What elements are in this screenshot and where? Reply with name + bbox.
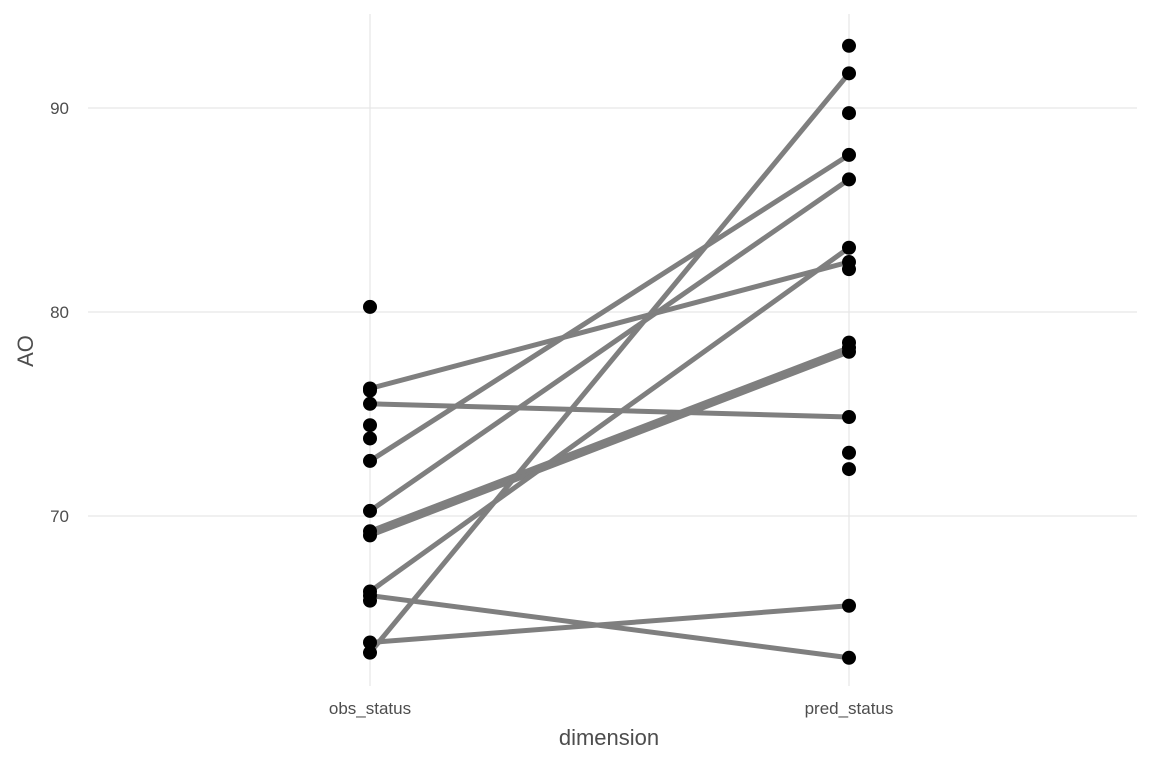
data-point	[363, 528, 377, 543]
data-point	[363, 635, 377, 650]
pair-line	[369, 259, 850, 391]
pair-line	[368, 245, 851, 594]
y-axis-title: AO	[13, 335, 38, 367]
grid-lines	[88, 14, 1137, 686]
data-point	[363, 453, 377, 468]
x-tick-label: obs_status	[329, 699, 411, 718]
y-tick-label: 80	[50, 303, 69, 322]
data-point	[842, 462, 856, 477]
data-point	[842, 240, 856, 255]
x-tick-label: pred_status	[805, 699, 894, 718]
x-axis-title: dimension	[559, 725, 659, 750]
data-point	[842, 410, 856, 425]
pair-lines	[368, 71, 851, 661]
pair-line	[369, 593, 850, 661]
data-point	[842, 598, 856, 613]
y-tick-label: 70	[50, 507, 69, 526]
tick-labels: 70 80 90 obs_status pred_status	[50, 99, 893, 718]
data-point	[363, 383, 377, 398]
data-point	[842, 172, 856, 187]
data-point	[363, 593, 377, 608]
pair-line	[369, 345, 850, 534]
data-point	[842, 344, 856, 359]
data-point	[363, 431, 377, 446]
data-point	[842, 147, 856, 162]
data-point	[842, 650, 856, 665]
data-point	[363, 503, 377, 518]
data-point	[842, 262, 856, 277]
data-points	[363, 38, 856, 665]
pair-line	[368, 71, 851, 655]
data-point	[842, 66, 856, 81]
data-point	[363, 645, 377, 660]
data-point	[842, 445, 856, 460]
y-tick-label: 90	[50, 99, 69, 118]
data-point	[842, 38, 856, 53]
pair-line	[368, 177, 851, 513]
data-point	[842, 106, 856, 121]
pair-line	[369, 603, 850, 645]
data-point	[363, 418, 377, 433]
data-point	[363, 299, 377, 314]
pair-line	[369, 349, 850, 538]
pair-line	[368, 152, 851, 464]
pair-line	[369, 401, 850, 420]
data-point	[363, 396, 377, 411]
